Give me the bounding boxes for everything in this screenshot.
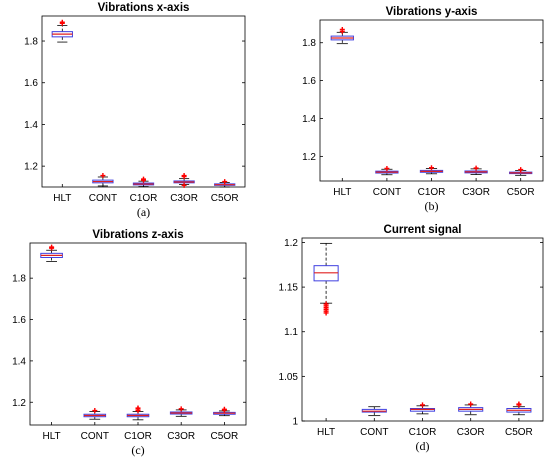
- x-tick-label: C5OR: [507, 187, 535, 198]
- y-tick-label: 1.2: [12, 398, 26, 409]
- y-tick-label: 1: [292, 417, 298, 428]
- box-hlt: [51, 19, 73, 43]
- y-tick-label: 1.8: [24, 37, 38, 48]
- x-tick-label: CONT: [373, 187, 401, 198]
- x-tick-label: HLT: [43, 431, 61, 442]
- box-hlt: [40, 244, 63, 263]
- plot-frame: [41, 15, 246, 188]
- panel-caption: (a): [137, 205, 150, 219]
- panel-4: Current signal 1 1.05 1.1 1.15 1.2 HLT CONT C1OR…: [279, 224, 544, 453]
- chart-title: Vibrations x-axis: [98, 2, 190, 14]
- x-tick-label: C1OR: [130, 193, 158, 204]
- chart-title: Current signal: [384, 224, 462, 236]
- y-tick-label: 1.05: [279, 372, 299, 383]
- y-tick-label: 1.6: [24, 78, 38, 89]
- chart-title: Vibrations y-axis: [386, 6, 478, 18]
- y-tick-label: 1.6: [12, 315, 26, 326]
- panel-caption: (b): [425, 199, 439, 213]
- outlier-point: [429, 165, 434, 171]
- outlier-point: [468, 401, 474, 407]
- outlier-point: [135, 405, 141, 411]
- outlier-point: [384, 165, 390, 171]
- x-tick-label: C5OR: [505, 427, 533, 438]
- x-tick-label: HLT: [333, 187, 351, 198]
- outlier-point: [141, 176, 146, 182]
- box-c5or: [213, 406, 236, 417]
- panel-2: Vibrations y-axis 1.2 1.4 1.6 1.8 HLT CONT C1OR…: [302, 6, 544, 213]
- y-tick-label: 1.4: [302, 114, 316, 125]
- y-tick-label: 1.2: [24, 162, 38, 173]
- panel-caption: (d): [416, 439, 430, 453]
- outlier-point: [518, 167, 524, 173]
- outlier-point: [181, 182, 187, 188]
- box-cont: [92, 173, 114, 187]
- x-tick-label: C1OR: [409, 427, 437, 438]
- box-c5or: [509, 167, 533, 176]
- x-tick-label: CONT: [89, 193, 117, 204]
- x-tick-label: CONT: [360, 427, 388, 438]
- outlier-point: [473, 165, 479, 171]
- box-hlt: [330, 26, 354, 45]
- x-tick-label: C5OR: [211, 193, 239, 204]
- x-tick-label: C1OR: [418, 187, 446, 198]
- box-cont: [361, 406, 387, 417]
- outlier-point: [59, 19, 65, 25]
- outlier-point: [49, 244, 55, 250]
- box-hlt: [313, 242, 339, 316]
- y-tick-label: 1.8: [302, 38, 316, 49]
- box-c5or: [214, 179, 236, 188]
- x-tick-label: C3OR: [167, 431, 195, 442]
- box-c5or: [506, 401, 532, 416]
- outlier-point: [181, 173, 187, 179]
- x-tick-label: HLT: [53, 193, 71, 204]
- outlier-point: [420, 402, 425, 408]
- outlier-point: [339, 26, 345, 32]
- chart-title: Vibrations z-axis: [92, 229, 183, 241]
- outlier-point: [516, 401, 522, 407]
- plot-frame: [319, 19, 544, 182]
- x-tick-label: C1OR: [124, 431, 152, 442]
- box-c3or: [464, 165, 488, 175]
- box-c1or: [409, 402, 436, 415]
- x-tick-label: C3OR: [457, 427, 485, 438]
- x-tick-label: C3OR: [462, 187, 490, 198]
- box-c3or: [173, 173, 195, 188]
- x-tick-label: CONT: [81, 431, 109, 442]
- y-tick-label: 1.2: [284, 238, 298, 249]
- box-c3or: [458, 401, 484, 416]
- box-cont: [375, 165, 399, 176]
- outlier-point: [221, 406, 227, 412]
- y-tick-label: 1.6: [302, 76, 316, 87]
- plot-frame: [29, 242, 247, 426]
- x-tick-label: C3OR: [170, 193, 198, 204]
- outlier-point: [222, 179, 228, 185]
- x-tick-label: C5OR: [211, 431, 239, 442]
- panel-1: Vibrations x-axis 1.2 1.4 1.6 1.8 HLT CONT C1OR…: [24, 2, 246, 219]
- y-tick-label: 1.8: [12, 274, 26, 285]
- box-c1or: [419, 165, 444, 175]
- box-c1or: [126, 405, 150, 421]
- box-c1or: [132, 176, 155, 187]
- outlier-point: [100, 173, 106, 179]
- panel-3: Vibrations z-axis 1.2 1.4 1.6 1.8 HLT CONT C1OR…: [12, 229, 247, 457]
- y-tick-label: 1.2: [302, 152, 316, 163]
- panel-caption: (c): [131, 443, 144, 457]
- x-tick-label: HLT: [317, 427, 335, 438]
- y-tick-label: 1.15: [279, 283, 299, 294]
- y-tick-label: 1.1: [284, 327, 298, 338]
- outlier-point: [92, 408, 98, 414]
- y-tick-label: 1.4: [24, 120, 38, 131]
- y-tick-label: 1.4: [12, 356, 26, 367]
- outlier-point: [178, 406, 184, 412]
- box-cont: [83, 408, 107, 420]
- outlier-point: [323, 310, 329, 316]
- box-c3or: [169, 406, 193, 417]
